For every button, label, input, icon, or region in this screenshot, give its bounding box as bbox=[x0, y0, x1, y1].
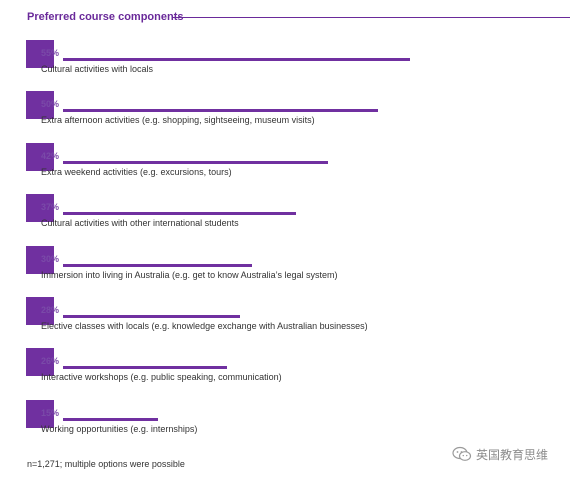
bar-value-label: 28% bbox=[41, 305, 60, 315]
bar bbox=[63, 109, 378, 113]
bar-row: 30% Immersion into living in Australia (e… bbox=[0, 245, 580, 282]
bar-marker-square bbox=[26, 142, 54, 171]
bar-row: 42% Extra weekend activities (e.g. excurs… bbox=[0, 142, 580, 179]
bar-marker-square bbox=[26, 194, 54, 223]
bar-row: 55% Cultural activities with locals bbox=[0, 40, 580, 76]
bar bbox=[63, 58, 410, 61]
bar-category-label: Cultural activities with other internati… bbox=[41, 218, 239, 229]
bar-category-label: Working opportunities (e.g. internships) bbox=[41, 423, 198, 434]
bar-row: 50% Extra afternoon activities (e.g. shop… bbox=[0, 91, 580, 127]
watermark: 英国教育思维 bbox=[452, 444, 548, 464]
bar bbox=[63, 263, 252, 267]
footnote: n=1,271; multiple options were possible bbox=[27, 459, 185, 469]
wechat-icon bbox=[452, 446, 472, 461]
bar-value-label: 37% bbox=[41, 202, 60, 213]
bar-marker-square bbox=[26, 297, 54, 325]
watermark-text: 英国教育思维 bbox=[476, 447, 549, 462]
bar bbox=[63, 212, 296, 216]
bar bbox=[63, 160, 328, 164]
bar-value-label: 26% bbox=[41, 356, 60, 367]
bar bbox=[63, 417, 158, 421]
bar-category-label: Extra weekend activities (e.g. excursion… bbox=[41, 166, 232, 177]
bar-category-label: Cultural activities with locals bbox=[41, 64, 154, 74]
bar bbox=[63, 366, 227, 370]
bar-row: 15% Working opportunities (e.g. internshi… bbox=[0, 399, 580, 436]
bar bbox=[63, 315, 240, 318]
bar-row: 26% Interactive workshops (e.g. public sp… bbox=[0, 348, 580, 384]
bar-category-label: Elective classes with locals (e.g. knowl… bbox=[41, 321, 368, 331]
bar-row: 37% Cultural activities with other intern… bbox=[0, 194, 580, 230]
bar-category-label: Interactive workshops (e.g. public speak… bbox=[41, 372, 282, 383]
bar-category-label: Extra afternoon activities (e.g. shoppin… bbox=[41, 115, 315, 126]
bar-marker-square bbox=[26, 245, 54, 274]
bar-marker-square bbox=[26, 40, 54, 68]
bar-value-label: 55% bbox=[41, 48, 60, 58]
bar-marker-square bbox=[26, 399, 54, 428]
chart-title: Preferred course components bbox=[27, 11, 184, 23]
bar-value-label: 42% bbox=[41, 150, 60, 161]
bar-marker-square bbox=[26, 348, 54, 377]
bar-value-label: 50% bbox=[41, 99, 60, 110]
bar-marker-square bbox=[26, 91, 54, 120]
title-rule bbox=[172, 17, 570, 18]
bar-value-label: 30% bbox=[41, 253, 60, 264]
bar-row: 28% Elective classes with locals (e.g. kn… bbox=[0, 297, 580, 333]
bar-category-label: Immersion into living in Australia (e.g.… bbox=[41, 269, 338, 280]
bar-value-label: 15% bbox=[41, 407, 60, 418]
